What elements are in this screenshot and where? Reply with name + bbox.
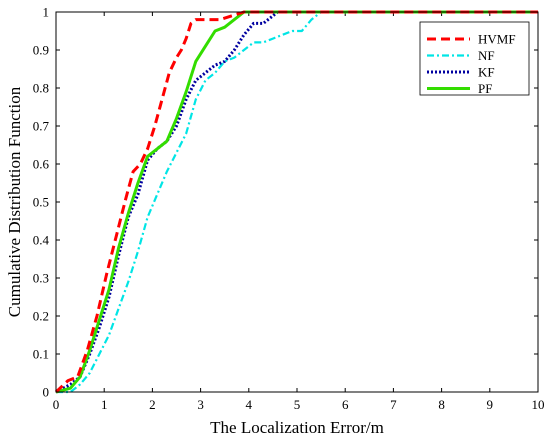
x-tick-label: 0 [53, 397, 60, 412]
x-tick-label: 4 [246, 397, 253, 412]
x-tick-label: 9 [487, 397, 494, 412]
series-line-hvmf [54, 10, 538, 394]
plot-frame [55, 11, 539, 393]
y-axis-ticks: 0 0.1 0.2 0.3 0.4 0.5 0.6 0.7 0.8 0.9 1 [33, 5, 538, 400]
x-tick-label: 10 [532, 397, 545, 412]
y-tick-label: 0.1 [33, 347, 49, 362]
x-tick-label: 2 [149, 397, 156, 412]
y-tick-label: 0.8 [33, 81, 49, 96]
series-line-kf [55, 10, 538, 394]
x-tick-label: 6 [342, 397, 349, 412]
x-tick-label: 5 [294, 397, 301, 412]
x-tick-label: 3 [197, 397, 204, 412]
x-axis-label: The Localization Error/m [210, 418, 384, 437]
x-tick-label: 8 [438, 397, 445, 412]
legend-label-hvmf: HVMF [478, 32, 516, 47]
y-tick-label: 0 [43, 385, 50, 400]
y-tick-label: 1 [43, 5, 50, 20]
legend-box [419, 21, 530, 96]
x-tick-label: 7 [390, 397, 397, 412]
y-tick-label: 0.6 [33, 157, 50, 172]
series-line-nf [56, 10, 538, 394]
legend-label-pf: PF [478, 81, 492, 96]
series-lines [54, 10, 538, 394]
y-tick-label: 0.3 [33, 271, 49, 286]
y-tick-label: 0.4 [33, 233, 50, 248]
legend-label-nf: NF [478, 48, 495, 63]
y-axis-label: Cumulative Distribution Function [5, 86, 24, 317]
y-tick-label: 0.9 [33, 43, 49, 58]
y-tick-label: 0.7 [33, 119, 50, 134]
legend-label-kf: KF [478, 65, 495, 80]
y-tick-label: 0.5 [33, 195, 49, 210]
x-tick-label: 1 [101, 397, 108, 412]
series-line-pf [55, 10, 538, 394]
y-tick-label: 0.2 [33, 309, 49, 324]
